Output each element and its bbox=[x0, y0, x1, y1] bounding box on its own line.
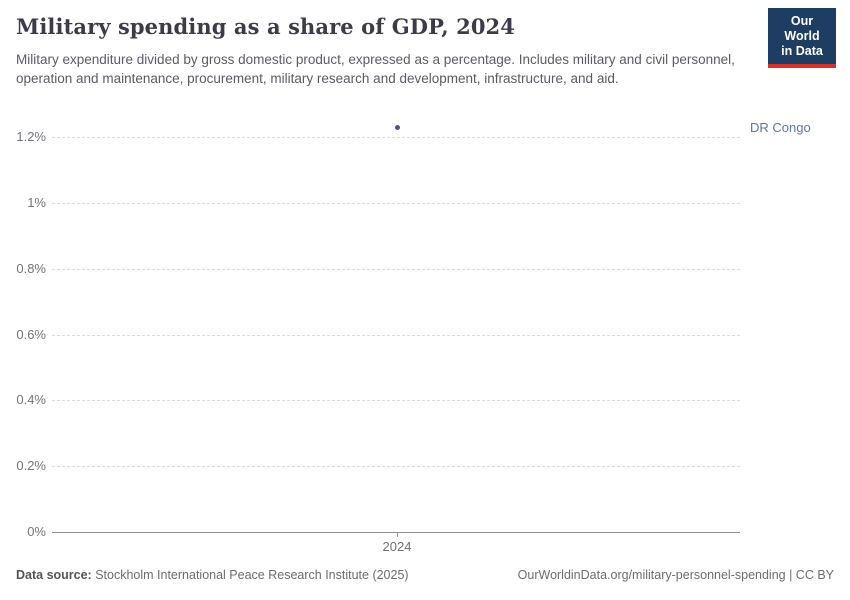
gridline bbox=[52, 137, 740, 138]
gridline bbox=[52, 202, 740, 204]
y-axis-tick-label: 0.2% bbox=[16, 458, 46, 474]
chart-subtitle: Military expenditure divided by gross do… bbox=[16, 52, 735, 86]
owid-logo-line2: in Data bbox=[781, 44, 823, 58]
y-axis-tick-label: 0.6% bbox=[16, 326, 46, 342]
y-axis-tick-label: 1% bbox=[27, 194, 46, 210]
data-source-label: Data source: bbox=[16, 568, 92, 582]
owid-logo[interactable]: Our World in Data bbox=[768, 8, 836, 68]
y-axis-tick-label: 1.2% bbox=[16, 129, 46, 144]
chart-footer: Data source: Stockholm International Pea… bbox=[16, 568, 834, 582]
gridline bbox=[52, 334, 740, 336]
data-source-note: Data source: Stockholm International Pea… bbox=[16, 568, 409, 582]
data-source-value: Stockholm International Peace Research I… bbox=[91, 568, 409, 582]
entity-label-dr-congo[interactable]: DR Congo bbox=[750, 120, 811, 136]
y-axis-tick-label: 0.8% bbox=[16, 260, 46, 276]
x-axis-tick bbox=[397, 532, 398, 537]
y-axis-tick-label: 0.4% bbox=[16, 392, 46, 408]
x-axis-line bbox=[52, 532, 740, 533]
gridline bbox=[52, 466, 740, 468]
page-title: Military spending as a share of GDP, 202… bbox=[16, 14, 515, 39]
y-axis-tick-label: 0% bbox=[27, 524, 46, 539]
canonical-url-link[interactable]: OurWorldinData.org/military-personnel-sp… bbox=[517, 568, 834, 582]
data-point-dr-congo[interactable] bbox=[394, 124, 400, 130]
gridline bbox=[52, 400, 740, 402]
x-axis-tick-label: 2024 bbox=[382, 539, 412, 554]
owid-logo-line1: Our World bbox=[784, 14, 820, 43]
gridline bbox=[52, 268, 740, 270]
